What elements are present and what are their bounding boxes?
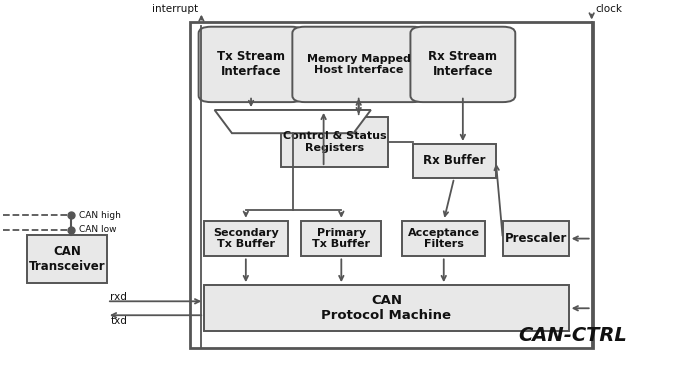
Text: rxd: rxd: [111, 292, 127, 302]
Text: CAN
Transceiver: CAN Transceiver: [29, 245, 105, 273]
FancyBboxPatch shape: [199, 27, 304, 102]
Text: Primary
Tx Buffer: Primary Tx Buffer: [312, 228, 370, 249]
Text: Tx Stream
Interface: Tx Stream Interface: [217, 50, 285, 78]
Bar: [503, 221, 568, 256]
Text: CAN low: CAN low: [79, 225, 117, 234]
FancyBboxPatch shape: [410, 27, 515, 102]
Text: CAN-CTRL: CAN-CTRL: [518, 326, 626, 344]
Text: CAN
Protocol Machine: CAN Protocol Machine: [321, 294, 452, 322]
Text: interrupt: interrupt: [152, 3, 198, 13]
Text: Acceptance
Filters: Acceptance Filters: [407, 228, 480, 249]
Text: txd: txd: [111, 316, 127, 326]
Text: Control & Status
Registers: Control & Status Registers: [283, 131, 386, 153]
Text: Prescaler: Prescaler: [505, 232, 567, 245]
Bar: [204, 285, 568, 332]
Text: Rx Buffer: Rx Buffer: [423, 154, 485, 167]
Text: clock: clock: [595, 3, 622, 13]
Bar: [204, 221, 288, 256]
Bar: [402, 221, 485, 256]
Text: Rx Stream
Interface: Rx Stream Interface: [428, 50, 497, 78]
Bar: [27, 235, 107, 283]
Text: Memory Mapped
Host Interface: Memory Mapped Host Interface: [307, 54, 411, 75]
FancyBboxPatch shape: [293, 27, 425, 102]
Text: Secondary
Tx Buffer: Secondary Tx Buffer: [213, 228, 279, 249]
Bar: [190, 23, 593, 347]
Bar: [412, 144, 496, 178]
Text: CAN high: CAN high: [79, 211, 121, 220]
Bar: [302, 221, 382, 256]
Bar: [281, 117, 388, 167]
Polygon shape: [215, 110, 371, 133]
